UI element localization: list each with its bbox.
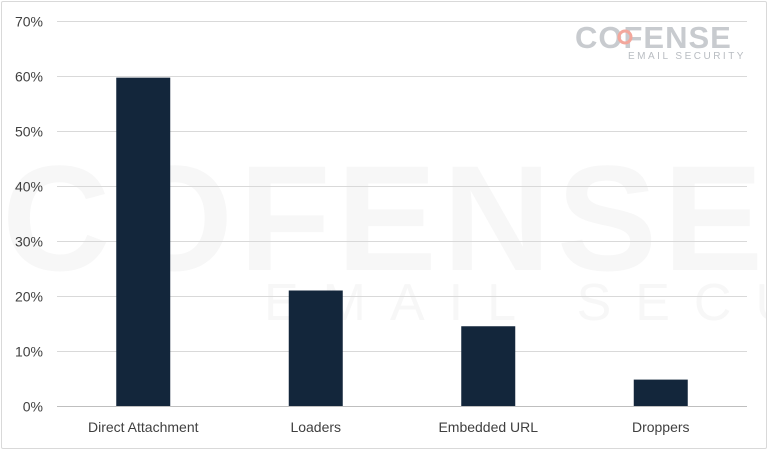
x-category-label: Loaders	[290, 419, 341, 435]
gridlines	[57, 21, 747, 407]
y-tick-label: 70%	[15, 14, 43, 30]
y-tick-label: 60%	[15, 69, 43, 85]
x-axis-category-labels: Direct Attachment Loaders Embedded URL Drop…	[88, 419, 690, 435]
y-tick-label: 50%	[15, 124, 43, 140]
watermark-tagline: EMAIL SECURITY	[264, 274, 766, 332]
x-category-label: Droppers	[632, 419, 690, 435]
bars	[116, 77, 688, 407]
logo-tagline: EMAIL SECURITY	[628, 51, 746, 62]
cofense-logo: COFENSE EMAIL SECURITY	[575, 20, 746, 62]
logo-wordmark: COFENSE	[575, 20, 732, 55]
y-tick-label: 0%	[23, 399, 43, 415]
bar-droppers	[633, 379, 688, 406]
y-tick-label: 30%	[15, 234, 43, 250]
x-category-label: Direct Attachment	[88, 419, 199, 435]
y-tick-label: 40%	[15, 179, 43, 195]
x-category-label: Embedded URL	[438, 419, 538, 435]
y-axis-tick-labels: 0% 10% 20% 30% 40% 50% 60% 70%	[15, 14, 43, 415]
y-tick-label: 20%	[15, 289, 43, 305]
y-tick-label: 10%	[15, 344, 43, 360]
bar-embedded-url	[461, 326, 516, 406]
bar-direct-attachment	[116, 77, 171, 407]
logo-accent-icon	[617, 29, 633, 45]
bar-loaders	[288, 290, 343, 406]
